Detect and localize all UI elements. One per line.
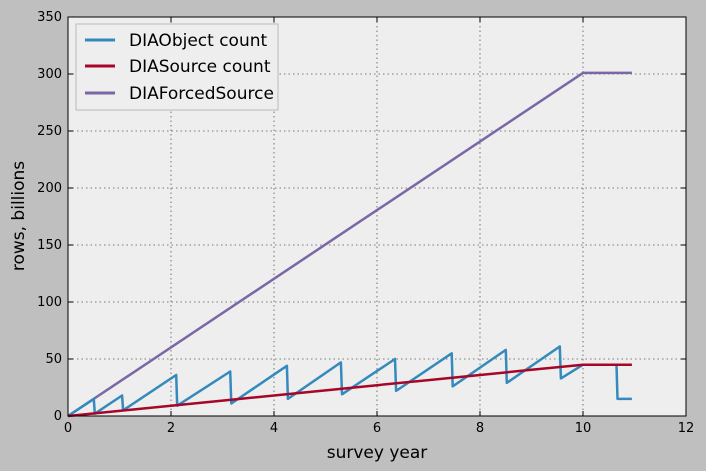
- x-tick-label: 10: [575, 421, 592, 436]
- x-axis-ticks: 0 2 4 6 8 10 12: [64, 17, 694, 436]
- legend-label-diaobject: DIAObject count: [129, 31, 268, 51]
- y-tick-label: 100: [37, 295, 62, 310]
- y-tick-label: 0: [54, 409, 62, 424]
- y-tick-label: 200: [37, 181, 62, 196]
- y-axis-ticks: 0 50 100 150 200 250 300 350: [37, 10, 686, 424]
- x-tick-label: 0: [64, 421, 72, 436]
- legend: DIAObject count DIASource count DIAForce…: [75, 23, 279, 111]
- x-tick-label: 8: [476, 421, 484, 436]
- grid: [68, 17, 686, 416]
- series-lines: [67, 71, 632, 418]
- y-axis-title: rows, billions: [9, 161, 29, 271]
- diasource-line: [67, 363, 632, 418]
- diaforcedsource-line: [67, 71, 632, 418]
- y-tick-label: 250: [37, 124, 62, 139]
- legend-label-diaforcedsource: DIAForcedSource: [129, 84, 274, 104]
- legend-label-diasource: DIASource count: [129, 57, 271, 77]
- y-tick-label: 150: [37, 238, 62, 253]
- y-tick-label: 300: [37, 67, 62, 82]
- y-tick-label: 50: [45, 352, 62, 367]
- x-tick-label: 4: [270, 421, 278, 436]
- x-tick-label: 2: [167, 421, 175, 436]
- x-tick-label: 6: [373, 421, 381, 436]
- x-tick-label: 12: [678, 421, 695, 436]
- y-tick-label: 350: [37, 10, 62, 25]
- x-axis-title: survey year: [327, 443, 428, 463]
